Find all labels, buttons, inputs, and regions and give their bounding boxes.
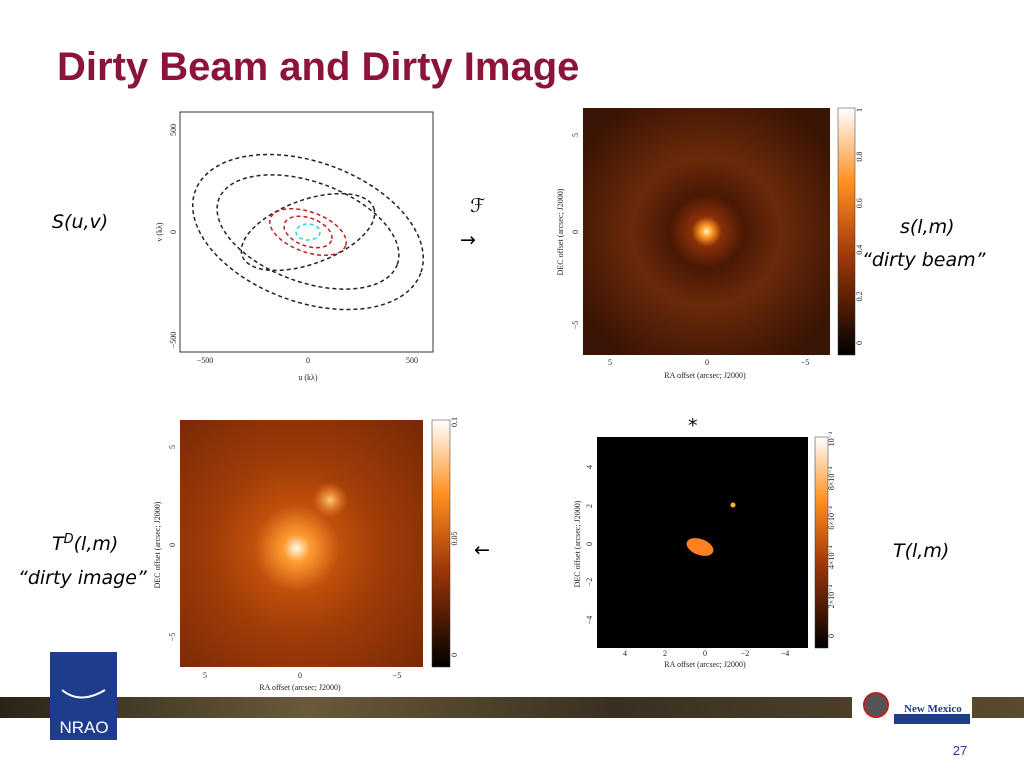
label: S(u,v)	[52, 211, 108, 233]
y-tick-label: 500	[169, 124, 178, 136]
colorbar-tick-label: 0	[450, 653, 459, 657]
y-tick-label: 0	[168, 543, 177, 547]
colorbar-tick-label: 6×10⁻⁴	[827, 506, 836, 530]
label-sup: D	[64, 532, 74, 547]
nm-logo-mark	[863, 692, 889, 718]
colorbar-tick-label: 2×10⁻⁴	[827, 585, 836, 609]
y-tick-label: 5	[168, 445, 177, 449]
operator: ←	[474, 539, 490, 561]
x-tick-label: 0	[298, 671, 302, 680]
colorbar-tick-label: 0.6	[855, 198, 864, 208]
nm-logo-strip	[894, 714, 970, 724]
logo-text: New Mexico	[904, 703, 962, 715]
colorbar	[431, 419, 451, 668]
uv-track	[216, 174, 400, 290]
colorbar	[814, 436, 829, 649]
uv-track	[191, 153, 425, 311]
y-tick-label: 4	[585, 465, 594, 469]
x-tick-label: 0	[306, 356, 310, 365]
y-tick-label: −4	[585, 616, 594, 625]
colorbar-tick-label: 0.2	[855, 291, 864, 301]
label-part: T	[52, 533, 65, 555]
label: “dirty image”	[18, 567, 147, 589]
y-tick-label: 2	[585, 504, 594, 508]
x-axis-label: RA offset (arcsec; J2000)	[664, 371, 746, 380]
uv-frame	[179, 111, 434, 353]
nrao-logo	[50, 652, 117, 740]
x-tick-label: −2	[741, 649, 750, 658]
x-tick-label: −500	[197, 356, 214, 365]
operator: *	[688, 415, 698, 437]
slide-title: Dirty Beam and Dirty Image	[57, 45, 579, 89]
colorbar-tick-label: 10⁻³	[827, 431, 836, 446]
x-axis-label: RA offset (arcsec; J2000)	[664, 660, 746, 669]
operator: →	[460, 229, 476, 251]
x-tick-label: 2	[663, 649, 667, 658]
x-tick-label: 5	[608, 358, 612, 367]
x-tick-label: −4	[781, 649, 790, 658]
colorbar-tick-label: 8×10⁻⁴	[827, 466, 836, 490]
x-tick-label: 4	[623, 649, 627, 658]
uv-track	[269, 208, 347, 256]
colorbar-tick-label: 4×10⁻⁴	[827, 545, 836, 569]
uv-track	[240, 192, 376, 272]
y-axis-label: v (kλ)	[155, 222, 164, 242]
y-tick-label: 0	[169, 230, 178, 234]
label: T(l,m)	[893, 540, 949, 562]
y-tick-label: 0	[571, 230, 580, 234]
y-axis-label: DEC offset (arcsec; J2000)	[573, 500, 582, 587]
colorbar-tick-label: 0	[827, 634, 836, 638]
y-axis-label: DEC offset (arcsec; J2000)	[556, 188, 565, 275]
label: TD(l,m)	[52, 532, 118, 555]
uv-track	[295, 223, 321, 241]
label-part: (l,m)	[74, 533, 119, 555]
colorbar-tick-label: 0	[855, 341, 864, 345]
y-axis-label: DEC offset (arcsec; J2000)	[153, 501, 162, 588]
colorbar-tick-label: 1	[855, 108, 864, 112]
colorbar	[837, 107, 856, 356]
x-tick-label: 0	[703, 649, 707, 658]
dirty-image	[180, 420, 423, 667]
y-tick-label: −5	[571, 321, 580, 330]
x-tick-label: −5	[801, 358, 810, 367]
nrao-dish	[61, 689, 106, 699]
colorbar-tick-label: 0.4	[855, 245, 864, 255]
y-tick-label: −2	[585, 578, 594, 587]
label: s(l,m)	[900, 216, 955, 238]
x-tick-label: 0	[705, 358, 709, 367]
x-tick-label: 5	[203, 671, 207, 680]
y-tick-label: −5	[168, 633, 177, 642]
x-axis-label: RA offset (arcsec; J2000)	[259, 683, 341, 692]
footer-band	[0, 697, 1024, 718]
y-tick-label: 5	[571, 133, 580, 137]
logo-text: NRAO	[59, 718, 108, 737]
colorbar-tick-label: 0.05	[450, 532, 459, 546]
beam-image	[583, 108, 830, 355]
image-spot	[312, 482, 348, 518]
page-number: 27	[953, 743, 967, 758]
model-source	[686, 538, 714, 556]
x-tick-label: 500	[406, 356, 418, 365]
uv-track	[283, 215, 333, 249]
y-tick-label: −500	[169, 332, 178, 349]
label: “dirty beam”	[862, 249, 986, 271]
x-tick-label: −5	[393, 671, 402, 680]
x-axis-label: u (kλ)	[298, 373, 318, 382]
y-tick-label: 0	[585, 542, 594, 546]
model-source	[730, 502, 736, 508]
colorbar-tick-label: 0.8	[855, 152, 864, 162]
operator: ℱ	[470, 195, 485, 217]
colorbar-tick-label: 0.1	[450, 417, 459, 427]
